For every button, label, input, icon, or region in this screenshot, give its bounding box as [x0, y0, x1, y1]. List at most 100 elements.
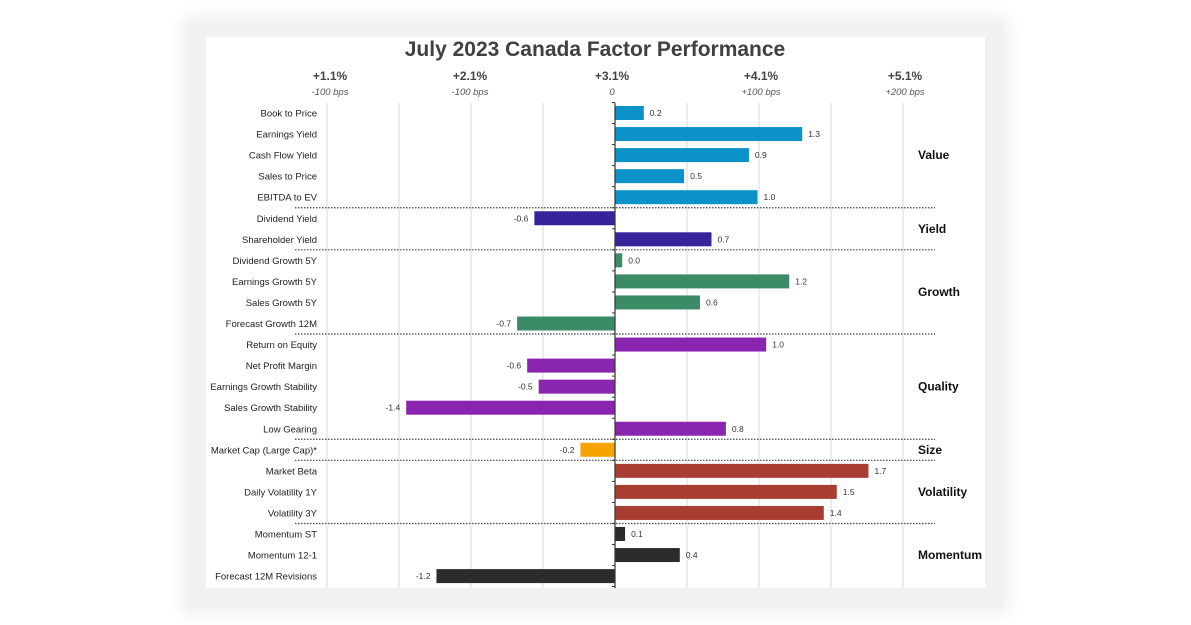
factor-bar: [538, 379, 615, 394]
factor-label: Market Beta: [266, 466, 318, 477]
value-label: 0.1: [631, 529, 643, 539]
factor-bar: [615, 337, 767, 352]
factor-bar: [615, 274, 790, 289]
bars: Book to Price 0.2 Earnings Yield 1.3 Cash Fl…: [210, 101, 982, 588]
factor-bar: [436, 569, 615, 584]
top-axis-bps-label: -100 bps: [312, 87, 349, 98]
factor-label: Earnings Growth 5Y: [232, 277, 318, 288]
factor-performance-chart: July 2023 Canada Factor Performance +1.1…: [210, 38, 982, 588]
factor-row: Momentum ST 0.1: [255, 527, 643, 541]
factor-row: Earnings Growth 5Y 1.2: [232, 274, 807, 289]
factor-label: Book to Price: [261, 109, 318, 120]
factor-row: Forecast Growth 12M -0.7: [226, 316, 615, 331]
factor-bar: [615, 463, 869, 478]
top-axis-tick-label: +1.1%: [313, 69, 348, 83]
value-label: 0.5: [690, 171, 702, 181]
factor-row: Volatility 3Y 1.4: [268, 505, 842, 520]
value-label: -1.4: [386, 403, 401, 413]
factor-bar: [580, 442, 615, 457]
factor-bar: [527, 358, 615, 373]
factor-row: Earnings Growth Stability -0.5: [210, 379, 615, 394]
factor-label: Earnings Growth Stability: [210, 382, 317, 393]
factor-row: Forecast 12M Revisions -1.2: [215, 569, 615, 584]
group-label: Momentum: [918, 548, 982, 562]
factor-label: Dividend Yield: [257, 214, 317, 225]
factor-bar: [517, 316, 615, 331]
factor-label: Sales Growth 5Y: [246, 298, 318, 309]
value-label: 0.6: [706, 297, 718, 307]
value-label: 0.7: [717, 234, 729, 244]
factor-bar: [615, 127, 803, 142]
factor-bar: [534, 211, 615, 226]
value-label: 1.2: [795, 276, 807, 286]
top-axis: +1.1% -100 bps +2.1% -100 bps +3.1% 0 +4.1% +10…: [312, 69, 925, 98]
factor-bar: [615, 295, 700, 310]
factor-bar: [406, 400, 615, 415]
value-label: -0.5: [518, 382, 533, 392]
value-label: 1.0: [764, 192, 776, 202]
value-label: 0.8: [732, 424, 744, 434]
value-label: 1.3: [808, 129, 820, 139]
factor-label: Sales to Price: [258, 172, 317, 183]
value-label: 0.9: [755, 150, 767, 160]
value-label: 1.4: [830, 508, 842, 518]
factor-label: Forecast 12M Revisions: [215, 572, 317, 583]
factor-row: Shareholder Yield 0.7: [242, 232, 730, 247]
factor-bar: [615, 505, 824, 520]
factor-label: Cash Flow Yield: [249, 151, 317, 162]
value-label: 1.7: [874, 466, 886, 476]
factor-label: Shareholder Yield: [242, 235, 317, 246]
factor-row: Return on Equity 1.0: [246, 337, 784, 352]
factor-row: Momentum 12-1 0.4: [248, 548, 698, 563]
factor-row: Low Gearing 0.8: [263, 421, 744, 436]
factor-bar: [615, 232, 712, 247]
factor-row: Dividend Growth 5Y 0.0: [233, 253, 640, 268]
top-axis-bps-label: 0: [609, 87, 615, 98]
factor-row: Market Beta 1.7: [266, 463, 887, 478]
factor-row: Sales Growth Stability -1.4: [224, 400, 615, 415]
factor-label: Return on Equity: [246, 340, 317, 351]
factor-row: Market Cap (Large Cap)* -0.2: [211, 442, 615, 457]
value-label: 0.0: [628, 255, 640, 265]
factor-bar: [615, 484, 837, 499]
factor-bar: [615, 421, 726, 436]
group-label: Growth: [918, 285, 960, 299]
factor-label: Earnings Yield: [256, 130, 317, 141]
factor-bar: [615, 169, 685, 184]
value-label: -0.2: [560, 445, 575, 455]
value-label: -0.6: [507, 361, 522, 371]
factor-row: Net Profit Margin -0.6: [246, 358, 615, 373]
top-axis-bps-label: +100 bps: [741, 87, 781, 98]
factor-row: Earnings Yield 1.3: [256, 127, 820, 142]
factor-bar: [615, 253, 623, 268]
factor-row: EBITDA to EV 1.0: [257, 190, 776, 205]
group-label: Size: [918, 443, 942, 457]
factor-bar: [615, 527, 626, 541]
factor-bar: [615, 190, 758, 205]
value-label: 0.2: [650, 108, 662, 118]
factor-bar: [615, 548, 680, 563]
top-axis-tick-label: +5.1%: [888, 69, 923, 83]
value-label: 0.4: [686, 550, 698, 560]
factor-label: Forecast Growth 12M: [226, 319, 317, 330]
chart-card: July 2023 Canada Factor Performance +1.1…: [206, 37, 985, 588]
factor-row: Sales to Price 0.5: [258, 169, 702, 184]
factor-label: Dividend Growth 5Y: [233, 256, 318, 267]
factor-label: Low Gearing: [263, 424, 317, 435]
top-axis-bps-label: +200 bps: [885, 87, 925, 98]
top-axis-tick-label: +4.1%: [744, 69, 779, 83]
factor-label: Volatility 3Y: [268, 508, 318, 519]
group-label: Volatility: [918, 485, 967, 499]
chart-title: July 2023 Canada Factor Performance: [405, 38, 786, 61]
factor-bar: [615, 106, 644, 120]
group-label: Yield: [918, 222, 946, 236]
group-label: Value: [918, 148, 950, 162]
top-axis-bps-label: -100 bps: [452, 87, 489, 98]
group-label: Quality: [918, 380, 959, 394]
factor-label: EBITDA to EV: [257, 193, 317, 204]
factor-label: Market Cap (Large Cap)*: [211, 445, 317, 456]
factor-row: Daily Volatility 1Y 1.5: [244, 484, 855, 499]
value-label: 1.0: [772, 340, 784, 350]
factor-row: Dividend Yield -0.6: [257, 211, 615, 226]
value-label: -0.6: [514, 213, 529, 223]
